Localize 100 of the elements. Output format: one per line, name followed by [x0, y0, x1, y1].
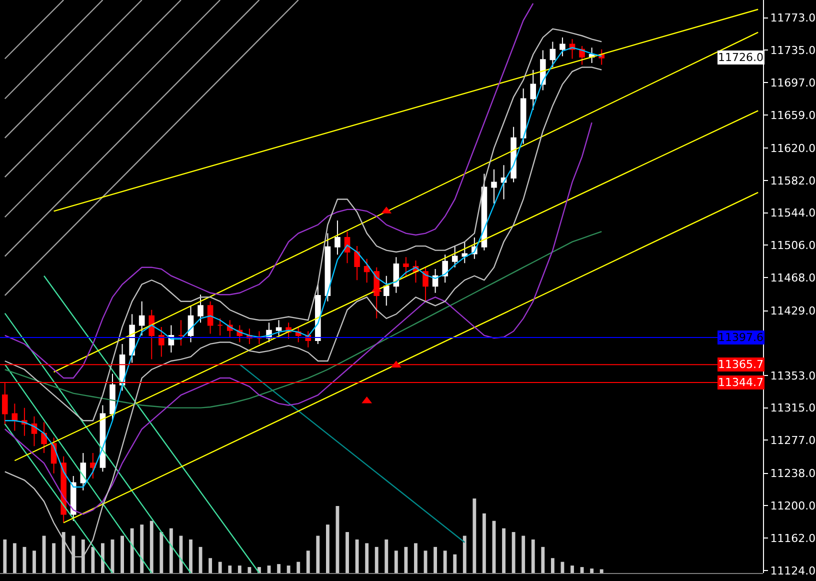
- candlestick: [354, 246, 360, 281]
- candlestick: [110, 373, 116, 422]
- line-series: [4, 47, 602, 488]
- bar: [374, 546, 378, 573]
- ref-line-label: 11365.7: [718, 358, 764, 371]
- bar: [189, 539, 192, 573]
- y-tick-label: 11544.0: [770, 206, 816, 220]
- y-tick-label: 11315.0: [770, 402, 816, 415]
- bar: [277, 564, 280, 573]
- bar: [160, 532, 164, 573]
- bar: [248, 567, 252, 573]
- y-tick-label: 11620.0: [770, 142, 816, 155]
- y-tick-label: 11353.0: [770, 369, 816, 382]
- ref-line-label: 11397.6: [718, 331, 764, 344]
- candlestick: [383, 275, 390, 306]
- candlestick: [31, 416, 38, 447]
- candlestick: [256, 330, 262, 344]
- bar: [443, 550, 447, 573]
- candlestick: [198, 294, 204, 324]
- line-series: [4, 28, 602, 422]
- candlestick: [207, 300, 214, 334]
- candlestick: [12, 403, 18, 432]
- candlestick: [491, 168, 497, 204]
- bar: [286, 566, 290, 573]
- y-tick-label: 11773.0: [770, 12, 816, 25]
- bar: [12, 543, 16, 573]
- bar: [130, 528, 134, 573]
- bar: [296, 562, 300, 573]
- candlestick: [90, 452, 96, 479]
- candlestick: [178, 320, 184, 346]
- y-tick-label: 11429.0: [770, 304, 816, 318]
- y-tick-label: 11506.0: [770, 239, 816, 252]
- bar: [228, 566, 232, 573]
- ref-line-label: 11344.7: [718, 376, 764, 389]
- bar: [404, 546, 408, 573]
- bar: [355, 539, 359, 573]
- y-tick-label: 11735.0: [770, 44, 816, 58]
- candlestick: [158, 326, 164, 358]
- y-tick-label: 11124.0: [770, 564, 816, 578]
- bar: [414, 543, 418, 573]
- bar: [512, 532, 516, 573]
- bar: [550, 558, 554, 573]
- candlestick: [188, 305, 194, 343]
- bar: [462, 536, 466, 573]
- bar: [346, 532, 349, 573]
- line-series: [4, 122, 592, 515]
- bar: [140, 524, 144, 573]
- annotation: 11726.0: [718, 51, 764, 64]
- bar: [482, 513, 486, 573]
- bar: [52, 543, 56, 573]
- y-tick-label: 11468.0: [770, 271, 816, 284]
- candlestick: [148, 309, 155, 360]
- candlestick: [334, 220, 340, 256]
- candlestick: [393, 256, 400, 294]
- bar: [453, 554, 457, 573]
- bar: [120, 536, 124, 573]
- bar: [522, 536, 526, 573]
- bar: [394, 550, 398, 573]
- bar: [434, 546, 438, 573]
- candlestick: [530, 69, 536, 110]
- candlestick: [217, 318, 223, 336]
- y-tick-label: 11277.0: [770, 434, 816, 448]
- bar: [22, 546, 26, 573]
- bar: [32, 550, 36, 573]
- bar: [365, 543, 369, 573]
- bar: [541, 546, 545, 573]
- candlestick: [138, 300, 145, 336]
- y-tick-label: 11582.0: [770, 174, 816, 188]
- line-series: [4, 230, 602, 408]
- bar: [600, 569, 604, 573]
- bar: [531, 539, 535, 573]
- candlestick: [462, 241, 468, 264]
- bar: [570, 566, 574, 573]
- candlestick: [550, 41, 556, 68]
- candlestick: [364, 258, 370, 284]
- bar: [3, 539, 7, 573]
- bar: [590, 568, 594, 573]
- candlestick: [276, 320, 282, 336]
- y-tick-label: 11162.0: [770, 532, 816, 545]
- bar: [208, 558, 212, 573]
- bar: [472, 498, 476, 573]
- candlestick: [315, 284, 321, 344]
- candlestick: [510, 126, 516, 183]
- candlestick: [422, 266, 428, 302]
- candlestick: [442, 254, 448, 284]
- candlestick: [403, 256, 409, 276]
- bar: [150, 520, 154, 573]
- bar: [502, 528, 506, 573]
- y-tick-label: 11697.0: [770, 76, 816, 90]
- y-tick-label: 11200.0: [770, 500, 816, 513]
- bar: [169, 528, 173, 573]
- bar: [316, 536, 320, 573]
- bar: [306, 550, 310, 573]
- candlestick: [560, 36, 566, 57]
- bar: [238, 566, 242, 573]
- candlestick: [70, 475, 76, 522]
- candlestick: [432, 268, 438, 294]
- candlestick: [344, 231, 350, 264]
- candlestick: [452, 246, 458, 268]
- bar: [101, 543, 104, 573]
